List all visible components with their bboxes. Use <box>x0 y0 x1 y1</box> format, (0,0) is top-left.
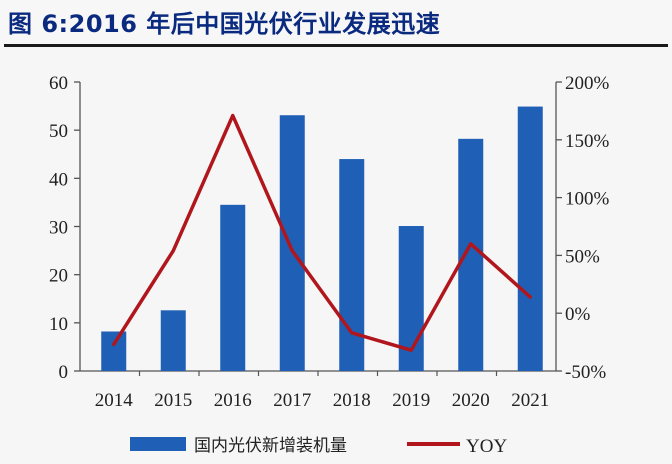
left-tick-label: 60 <box>49 73 68 94</box>
right-tick-label: 100% <box>565 189 610 210</box>
right-tick-label: 200% <box>565 73 610 94</box>
right-tick-label: 150% <box>565 131 610 152</box>
bar <box>517 106 543 371</box>
x-tick-label: 2021 <box>511 390 549 411</box>
x-tick-label: 2016 <box>214 390 252 411</box>
x-tick-label: 2020 <box>452 390 490 411</box>
tick-labels: 0 10 20 30 40 50 60 -50% 0% 50% 100% 150% 200% 2014 20… <box>49 73 610 411</box>
x-tick-label: 2015 <box>154 390 192 411</box>
right-tick-label: -50% <box>565 362 606 383</box>
bar <box>220 204 246 371</box>
x-tick-label: 2017 <box>273 390 311 411</box>
x-tick-label: 2018 <box>333 390 371 411</box>
bar <box>339 159 365 371</box>
legend-label-bar: 国内光伏新增装机量 <box>194 436 347 456</box>
x-tick-label: 2014 <box>95 390 134 411</box>
line-series <box>112 113 532 352</box>
left-tick-label: 30 <box>49 218 68 239</box>
left-tick-label: 0 <box>59 362 69 383</box>
x-tick-label: 2019 <box>392 390 430 411</box>
title-divider <box>4 44 668 47</box>
left-tick-label: 20 <box>49 266 68 287</box>
bar <box>101 331 127 371</box>
left-tick-label: 50 <box>49 121 68 142</box>
bar <box>458 138 484 371</box>
left-tick-label: 10 <box>49 314 68 335</box>
legend-label-line: YOY <box>466 436 507 457</box>
right-tick-label: 0% <box>565 304 591 325</box>
bar <box>160 310 186 371</box>
right-tick-label: 50% <box>565 246 600 267</box>
yoy-line <box>112 113 532 352</box>
figure-title: 图 6:2016 年后中国光伏行业发展迅速 <box>8 10 441 38</box>
legend: 国内光伏新增装机量 YOY <box>130 436 507 457</box>
legend-swatch-bar <box>130 437 186 451</box>
left-tick-label: 40 <box>49 169 68 190</box>
bar <box>279 115 305 371</box>
